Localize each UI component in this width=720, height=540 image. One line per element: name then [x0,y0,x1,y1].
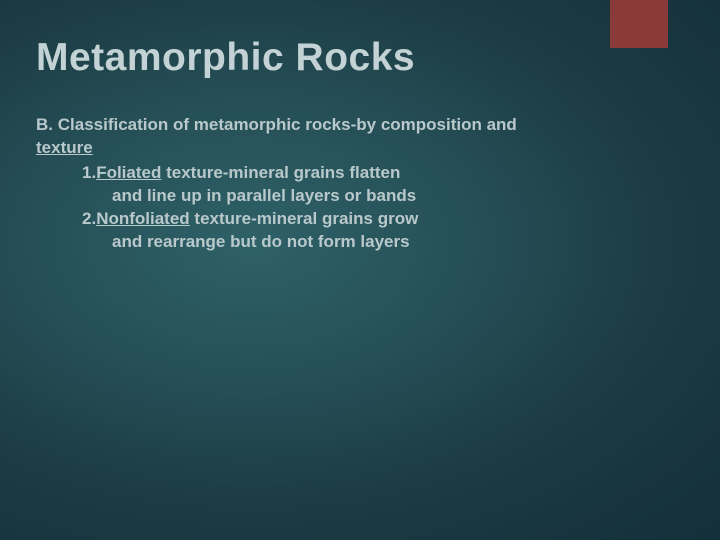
item-number: 2. [82,209,96,228]
section-line2: texture [36,138,93,157]
item-number: 1. [82,163,96,182]
item-rest: texture-mineral grains grow [190,209,419,228]
definition-list: 1.Foliated texture-mineral grains flatte… [36,162,680,254]
item-continuation: and rearrange but do not form layers [82,231,680,254]
slide-title: Metamorphic Rocks [36,36,680,80]
item-term: Nonfoliated [96,209,190,228]
list-item: 2.Nonfoliated texture-mineral grains gro… [82,208,680,254]
section-line1: Classification of metamorphic rocks-by c… [58,115,517,134]
item-rest: texture-mineral grains flatten [161,163,400,182]
section-heading: B. Classification of metamorphic rocks-b… [36,114,680,160]
item-continuation: and line up in parallel layers or bands [82,185,680,208]
section-prefix: B. [36,115,58,134]
list-item: 1.Foliated texture-mineral grains flatte… [82,162,680,208]
item-term: Foliated [96,163,161,182]
accent-bar [610,0,668,48]
